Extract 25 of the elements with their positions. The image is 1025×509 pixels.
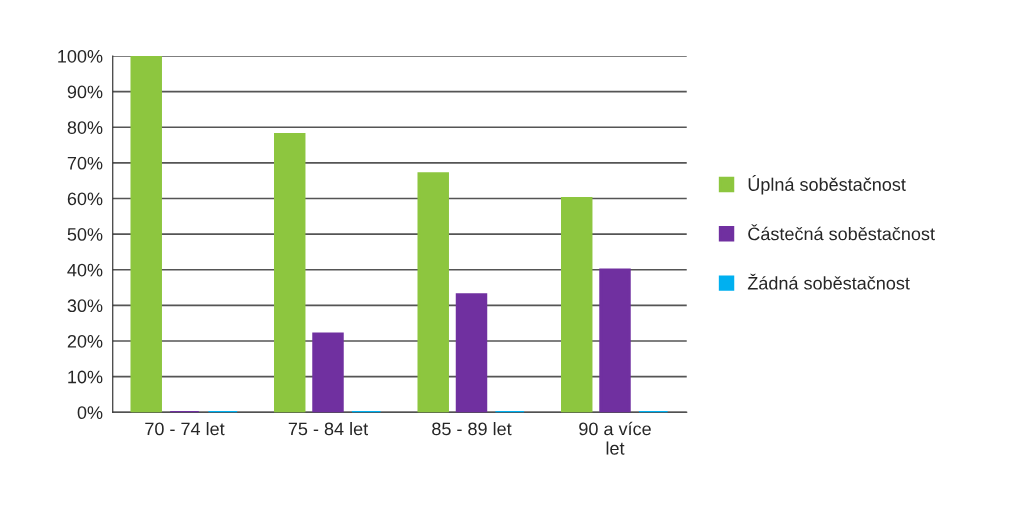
y-tick-label: 40% — [67, 263, 103, 277]
x-tick-label: 70 - 74 let — [145, 422, 225, 436]
y-tick-label: 70% — [67, 156, 103, 170]
y-tick-label: 80% — [67, 121, 103, 134]
y-tick-label: 60% — [67, 192, 103, 206]
y-tick-label: 50% — [67, 228, 103, 241]
bar — [455, 293, 488, 413]
legend-label: Žádná soběstačnost — [747, 273, 910, 290]
y-tick-label: 100% — [58, 49, 103, 63]
bar — [599, 268, 631, 413]
legend-label: Úplná soběstačnost — [748, 175, 906, 195]
bar — [130, 55, 162, 413]
x-tick-label: 85 - 89 let — [432, 422, 512, 436]
bar — [273, 132, 306, 413]
y-tick-label: 10% — [68, 370, 103, 384]
bar — [312, 332, 344, 413]
x-tick-label: 90 a více let — [579, 421, 651, 455]
x-tick-label: 75 - 84 let — [288, 422, 369, 436]
bar — [417, 172, 449, 413]
y-tick-label: 90% — [67, 85, 103, 99]
y-tick-label: 0% — [77, 406, 103, 420]
y-tick-label: 30% — [67, 299, 103, 313]
y-tick-label: 20% — [67, 334, 103, 348]
legend-label: Částečná soběstačnost — [748, 224, 935, 241]
bar — [560, 197, 593, 413]
